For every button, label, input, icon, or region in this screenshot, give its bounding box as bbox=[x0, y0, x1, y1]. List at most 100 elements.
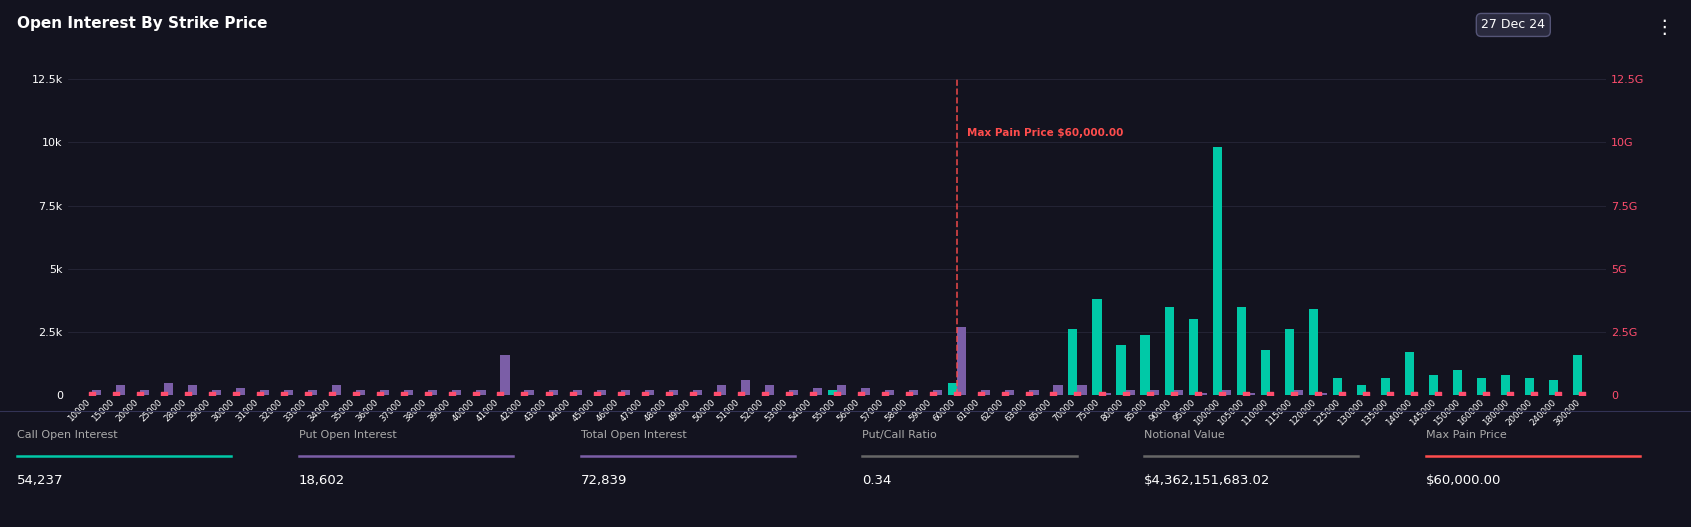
Point bbox=[920, 391, 947, 399]
Bar bbox=[404, 390, 413, 395]
Text: Open Interest By Strike Price: Open Interest By Strike Price bbox=[17, 16, 267, 31]
Point bbox=[1113, 391, 1140, 399]
Text: ⋮: ⋮ bbox=[1654, 18, 1674, 37]
Bar bbox=[237, 388, 245, 395]
Bar bbox=[1317, 393, 1327, 395]
Bar bbox=[621, 390, 629, 395]
Bar bbox=[790, 390, 798, 395]
Bar bbox=[1174, 390, 1182, 395]
Bar bbox=[837, 385, 846, 395]
Text: Put/Call Ratio: Put/Call Ratio bbox=[862, 430, 937, 440]
Bar bbox=[548, 390, 558, 395]
Bar bbox=[1309, 309, 1317, 395]
Bar bbox=[1236, 307, 1246, 395]
Point bbox=[247, 391, 274, 399]
Bar bbox=[1525, 377, 1534, 395]
Bar bbox=[1573, 355, 1583, 395]
Point bbox=[1329, 391, 1356, 399]
Bar bbox=[693, 390, 702, 395]
Point bbox=[1473, 391, 1500, 399]
Point bbox=[367, 391, 394, 399]
Point bbox=[847, 391, 874, 399]
Point bbox=[223, 391, 250, 399]
Point bbox=[1449, 391, 1476, 399]
Point bbox=[1304, 391, 1331, 399]
Point bbox=[318, 391, 345, 399]
Text: $60,000.00: $60,000.00 bbox=[1426, 474, 1502, 487]
Point bbox=[680, 391, 707, 399]
Bar bbox=[1101, 393, 1111, 395]
Bar bbox=[1294, 390, 1304, 395]
Bar bbox=[644, 390, 654, 395]
Bar bbox=[1053, 385, 1062, 395]
Text: 0.34: 0.34 bbox=[862, 474, 891, 487]
Bar bbox=[957, 327, 966, 395]
Point bbox=[343, 391, 370, 399]
Bar bbox=[1382, 377, 1390, 395]
Bar bbox=[1453, 370, 1463, 395]
Text: 18,602: 18,602 bbox=[299, 474, 345, 487]
Point bbox=[511, 391, 538, 399]
Bar bbox=[164, 383, 172, 395]
Text: Max Pain Price $60,000.00: Max Pain Price $60,000.00 bbox=[967, 128, 1123, 138]
Point bbox=[1376, 391, 1404, 399]
Text: Call Open Interest: Call Open Interest bbox=[17, 430, 118, 440]
Point bbox=[1136, 391, 1163, 399]
Point bbox=[1160, 391, 1187, 399]
Text: 54,237: 54,237 bbox=[17, 474, 63, 487]
Point bbox=[776, 391, 803, 399]
Point bbox=[1546, 391, 1573, 399]
Bar bbox=[1077, 385, 1087, 395]
Text: Notional Value: Notional Value bbox=[1145, 430, 1224, 440]
Bar bbox=[1285, 329, 1294, 395]
Bar bbox=[1549, 380, 1559, 395]
Bar bbox=[188, 385, 196, 395]
Bar bbox=[115, 385, 125, 395]
Bar bbox=[1140, 335, 1150, 395]
Point bbox=[1184, 391, 1211, 399]
Point bbox=[1520, 391, 1547, 399]
Point bbox=[534, 391, 561, 399]
Bar bbox=[764, 385, 774, 395]
Text: Total Open Interest: Total Open Interest bbox=[580, 430, 687, 440]
Point bbox=[607, 391, 634, 399]
Bar bbox=[1246, 393, 1255, 395]
Bar bbox=[573, 390, 582, 395]
Point bbox=[1400, 391, 1427, 399]
Text: Put Open Interest: Put Open Interest bbox=[299, 430, 396, 440]
Bar bbox=[1165, 307, 1174, 395]
Point bbox=[1569, 391, 1596, 399]
Bar bbox=[668, 390, 678, 395]
Bar bbox=[717, 385, 725, 395]
Bar bbox=[1189, 319, 1197, 395]
Bar bbox=[477, 390, 485, 395]
Bar bbox=[1150, 390, 1158, 395]
Bar bbox=[1212, 148, 1223, 395]
Point bbox=[1040, 391, 1067, 399]
Point bbox=[1016, 391, 1043, 399]
Bar bbox=[140, 390, 149, 395]
Point bbox=[1280, 391, 1307, 399]
Point bbox=[896, 391, 923, 399]
Bar bbox=[1502, 375, 1510, 395]
Point bbox=[1256, 391, 1283, 399]
Bar bbox=[597, 390, 605, 395]
Text: $4,362,151,683.02: $4,362,151,683.02 bbox=[1145, 474, 1270, 487]
Bar bbox=[260, 390, 269, 395]
Point bbox=[463, 391, 490, 399]
Point bbox=[1087, 391, 1114, 399]
Point bbox=[1497, 391, 1524, 399]
Bar bbox=[428, 390, 438, 395]
Point bbox=[1207, 391, 1234, 399]
Point bbox=[824, 391, 851, 399]
Point bbox=[101, 391, 129, 399]
Point bbox=[871, 391, 898, 399]
Point bbox=[440, 391, 467, 399]
Bar bbox=[211, 390, 222, 395]
Point bbox=[78, 391, 105, 399]
Point bbox=[654, 391, 681, 399]
Bar bbox=[1261, 350, 1270, 395]
Point bbox=[198, 391, 225, 399]
Point bbox=[944, 391, 971, 399]
Point bbox=[150, 391, 178, 399]
